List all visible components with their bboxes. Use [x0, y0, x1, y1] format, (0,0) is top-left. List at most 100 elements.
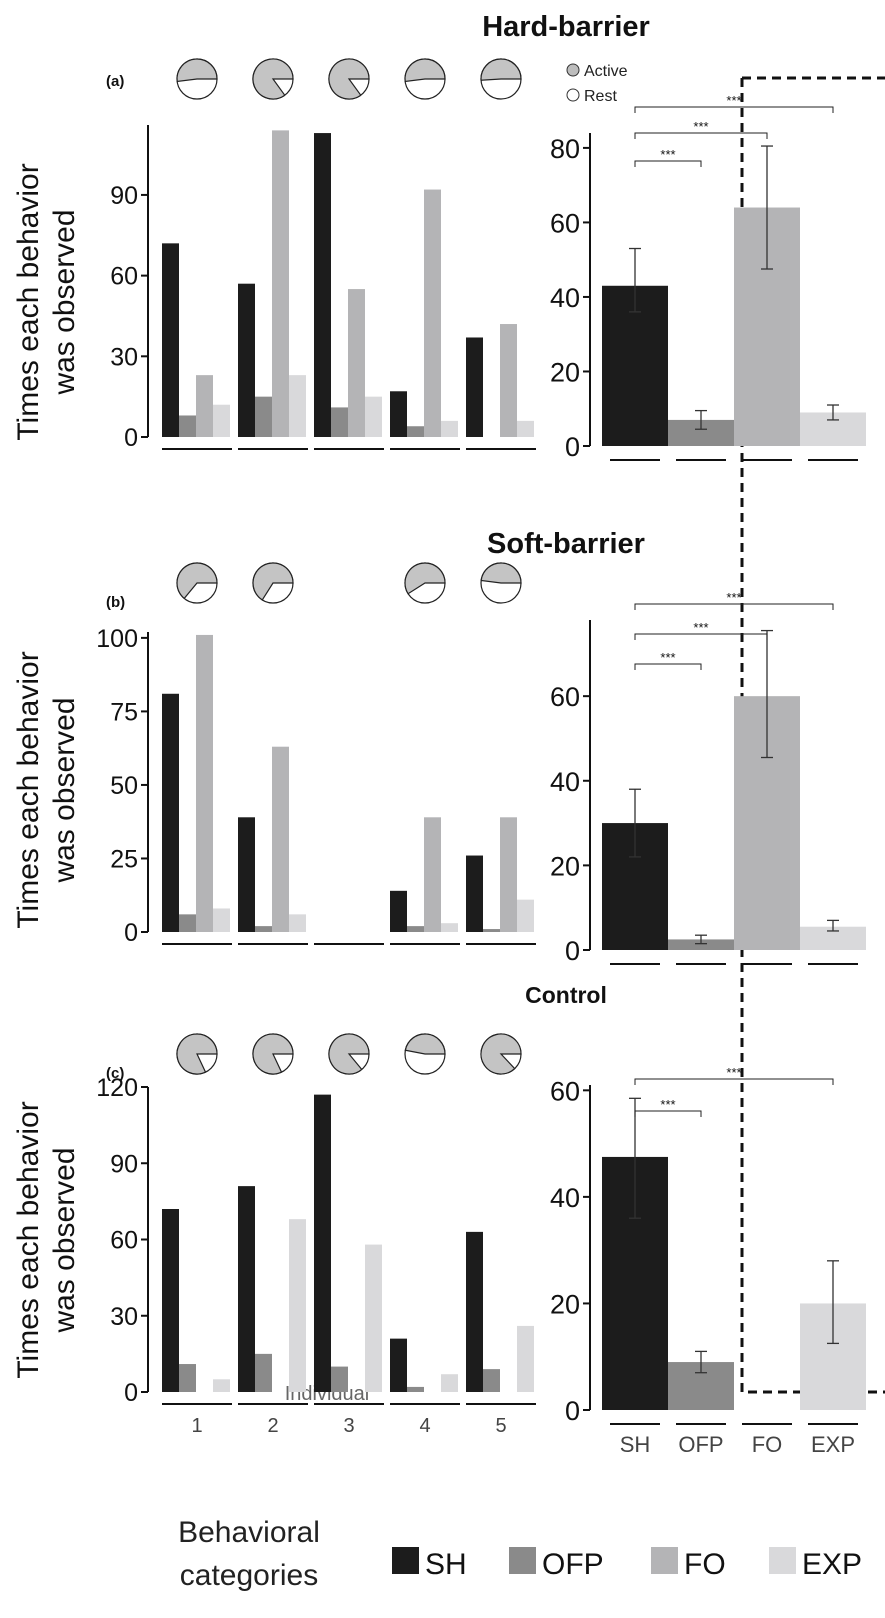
p0-bar-SH-2 [238, 283, 255, 437]
p0-bar-SH-4 [390, 391, 407, 437]
p1-right-ytick-label-1: 20 [550, 851, 580, 881]
p1-summary-bar-OFP [668, 939, 734, 950]
p2-left-ytick-label-0: 0 [124, 1379, 138, 1407]
p0-bar-FO-5 [500, 324, 517, 437]
legend-swatch-OFP [509, 1547, 536, 1574]
p1-bar-OFP-1 [179, 914, 196, 932]
p1-bar-SH-4 [390, 890, 407, 932]
y-axis-label-a-line2: was observed [48, 209, 81, 395]
p0-bar-OFP-2 [255, 396, 272, 437]
p1-bar-FO-2 [272, 746, 289, 932]
y-axis-label-b-line1: Times each behavior [12, 651, 45, 928]
legend-swatch-SH [392, 1547, 419, 1574]
panel-label-a: (a) [106, 73, 124, 90]
p2-bar-EXP-3 [365, 1244, 382, 1392]
p0-left-ytick-label-2: 60 [110, 263, 138, 291]
p0-sig-label-FO: *** [693, 119, 708, 134]
p2-pie-active-4 [404, 1033, 446, 1055]
p2-summary-xtick-EXP: EXP [811, 1432, 855, 1457]
p0-right-ytick-label-3: 60 [550, 208, 580, 238]
p1-right-ytick-label-3: 60 [550, 682, 580, 712]
p2-right-ytick-label-2: 40 [550, 1183, 580, 1213]
p1-sig-label-FO: *** [693, 620, 708, 635]
p1-bar-OFP-5 [483, 929, 500, 932]
p0-bar-EXP-1 [213, 404, 230, 437]
p0-bar-OFP-3 [331, 407, 348, 437]
p2-bar-EXP-4 [441, 1374, 458, 1392]
p1-sig-bracket-EXP [634, 603, 834, 610]
p1-pie-active-5 [480, 562, 522, 584]
p1-bar-FO-5 [500, 817, 517, 932]
rest-legend-swatch [566, 88, 580, 102]
p2-pie-active-3 [328, 1033, 370, 1075]
p1-bar-FO-4 [424, 817, 441, 932]
p0-bar-OFP-1 [179, 415, 196, 437]
p2-bar-EXP-5 [517, 1325, 534, 1392]
title-soft-barrier: Soft-barrier [487, 528, 645, 560]
p0-bar-FO-2 [272, 130, 289, 437]
p2-summary-xtick-SH: SH [620, 1432, 651, 1457]
p0-right-ytick-label-2: 40 [550, 283, 580, 313]
p0-pie-active-4 [404, 58, 446, 83]
p0-bar-FO-3 [348, 289, 365, 437]
p2-xtick-1: 1 [191, 1415, 202, 1437]
y-axis-label-c: Times each behavior was observed [12, 1101, 81, 1378]
p1-sig-label-EXP: *** [726, 590, 741, 605]
p0-bar-SH-5 [466, 337, 483, 437]
panel-label-b: (b) [106, 594, 125, 611]
p1-right-ytick-label-2: 40 [550, 767, 580, 797]
p1-bar-EXP-1 [213, 908, 230, 932]
p1-pie-active-2 [252, 562, 294, 601]
p0-bar-EXP-4 [441, 420, 458, 437]
y-axis-label-a: Times each behavior was observed [12, 163, 81, 440]
p2-left-ytick-label-4: 120 [96, 1074, 138, 1102]
p1-bar-EXP-2 [289, 914, 306, 932]
p2-sig-label-OFP: *** [660, 1097, 675, 1112]
p1-left-ytick-label-2: 50 [110, 772, 138, 800]
p2-left-ytick-label-3: 90 [110, 1150, 138, 1178]
p1-bar-OFP-2 [255, 926, 272, 932]
p1-left-ytick-label-3: 75 [110, 698, 138, 726]
p1-sig-label-OFP: *** [660, 650, 675, 665]
active-legend-label: Active [584, 63, 628, 80]
legend-label-FO: FO [684, 1548, 726, 1581]
y-axis-label-c-line2: was observed [48, 1147, 81, 1333]
p0-bar-EXP-2 [289, 375, 306, 437]
p0-right-ytick-label-0: 0 [565, 432, 580, 462]
legend-title-line1: Behavioral [178, 1516, 320, 1549]
title-control: Control [525, 982, 607, 1008]
legend-items: SH OFP FO EXP [392, 1547, 862, 1581]
p2-bar-SH-1 [162, 1209, 179, 1392]
p2-xtick-3: 3 [343, 1415, 354, 1437]
p0-pie-active-5 [480, 58, 522, 81]
p1-sig-bracket-OFP [634, 663, 702, 670]
p2-bar-OFP-4 [407, 1386, 424, 1392]
p0-left-ytick-label-0: 0 [124, 424, 138, 452]
p2-xtick-5: 5 [495, 1415, 506, 1437]
p1-left-ytick-label-1: 25 [110, 845, 138, 873]
p0-bar-OFP-4 [407, 426, 424, 437]
p1-pie-active-1 [176, 562, 218, 600]
p0-bar-FO-1 [196, 375, 213, 437]
p0-bar-EXP-3 [365, 396, 382, 437]
p0-pie-active-1 [176, 58, 218, 83]
p0-pie-active-3 [328, 58, 370, 100]
fo-highlight-box [740, 76, 885, 1394]
legend-label-OFP: OFP [542, 1548, 604, 1581]
p2-sig-bracket-OFP [634, 1110, 702, 1117]
p0-right-ytick-label-4: 80 [550, 134, 580, 164]
p2-bar-OFP-1 [179, 1364, 196, 1392]
p2-bar-EXP-2 [289, 1219, 306, 1392]
p2-pie-active-2 [252, 1033, 294, 1075]
p1-sig-bracket-FO [634, 633, 768, 640]
p2-pie-active-5 [480, 1033, 522, 1075]
legend-label-EXP: EXP [802, 1548, 862, 1581]
p2-xtick-2: 2 [267, 1415, 278, 1437]
p1-bar-FO-1 [196, 634, 213, 932]
p2-left-ytick-label-1: 30 [110, 1303, 138, 1331]
y-axis-label-a-line1: Times each behavior [12, 163, 45, 440]
p2-xtick-4: 4 [419, 1415, 430, 1437]
p0-sig-bracket-EXP [634, 106, 834, 113]
p2-summary-xtick-FO: FO [752, 1432, 783, 1457]
p2-right-ytick-label-3: 60 [550, 1076, 580, 1106]
